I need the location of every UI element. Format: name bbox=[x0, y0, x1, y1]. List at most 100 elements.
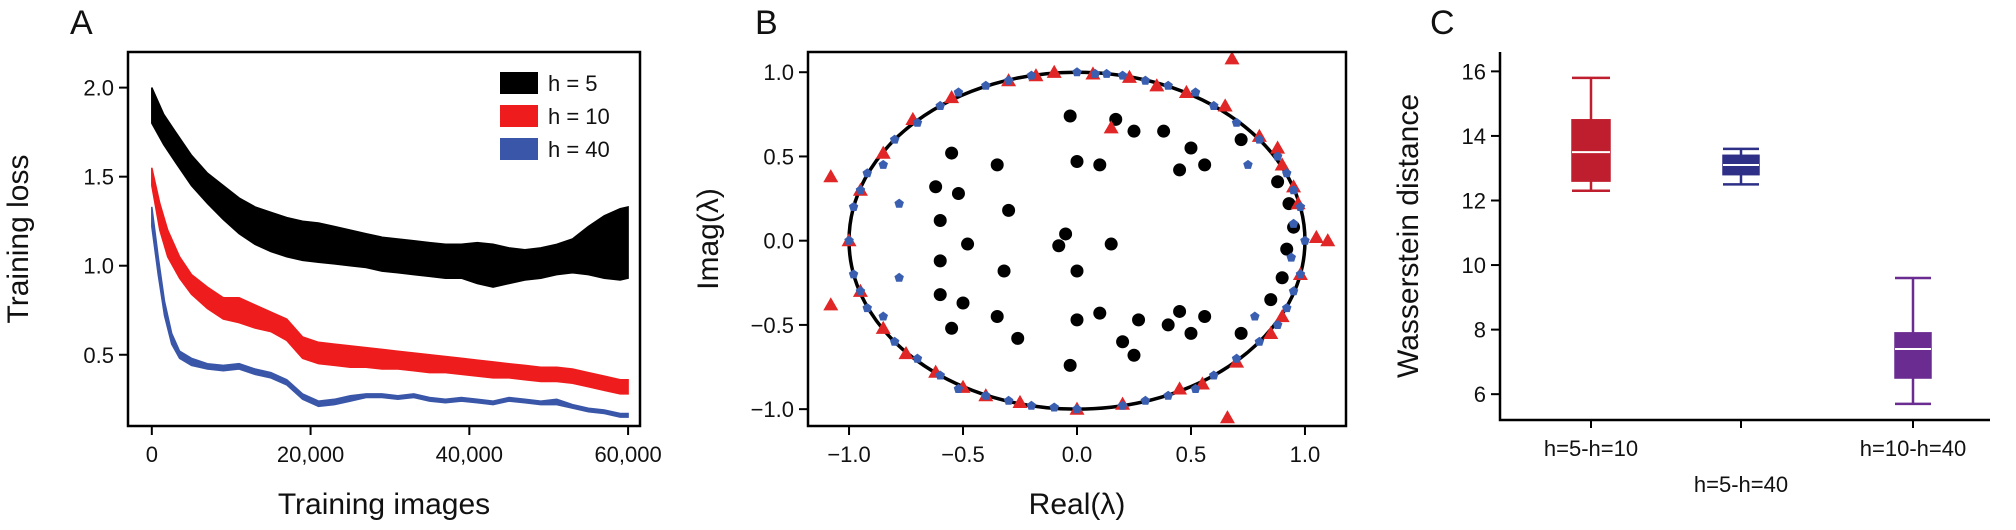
blue-pentagon-point bbox=[1163, 390, 1173, 400]
blue-pentagon-point bbox=[889, 134, 900, 144]
panel-b-x-ticks: −1.0 −0.5 0.0 0.5 1.0 bbox=[827, 426, 1320, 467]
blue-pentagon-point bbox=[935, 370, 945, 380]
loss-bands bbox=[151, 87, 629, 418]
blue-pentagon-point bbox=[862, 168, 872, 178]
blue-pentagon-point bbox=[1072, 67, 1082, 77]
blue-pentagon-point bbox=[848, 202, 859, 211]
x-tick-label: 0 bbox=[146, 442, 158, 467]
black-circle-point bbox=[1052, 239, 1066, 253]
panel-c-box-chart: C h=5-h=10 h=5-h=40 h=10-h=40 6 8 10 12 14 16 W… bbox=[1392, 4, 1990, 497]
blue-pentagon-point bbox=[889, 336, 900, 346]
black-circle-point bbox=[933, 288, 947, 302]
x-category-label: h=5-h=10 bbox=[1544, 436, 1638, 461]
panel-b-y-axis-label: Imag(λ) bbox=[692, 188, 725, 290]
blue-pentagon-point bbox=[1003, 395, 1014, 405]
legend-entry-1: h = 10 bbox=[548, 104, 610, 129]
blue-pentagon-point bbox=[1254, 336, 1265, 346]
black-circle-point bbox=[1116, 335, 1130, 349]
red-triangle-point bbox=[823, 169, 839, 183]
black-circle-point bbox=[1198, 158, 1212, 172]
panel-a-x-axis-label: Training images bbox=[278, 488, 490, 521]
red-triangle-point bbox=[1274, 157, 1290, 171]
red-triangle-point bbox=[1012, 394, 1028, 409]
blue-pentagon-point bbox=[862, 303, 872, 313]
legend-entry-2: h = 40 bbox=[548, 137, 610, 162]
blue-pentagon-point bbox=[1101, 68, 1112, 78]
y-tick-label: 0.5 bbox=[83, 343, 114, 368]
black-circle-point bbox=[1002, 203, 1016, 217]
red-triangle-point bbox=[1178, 84, 1194, 99]
blue-pentagon-point bbox=[1090, 68, 1100, 78]
black-circle-point bbox=[1157, 124, 1171, 138]
blue-pentagon-point bbox=[1288, 218, 1299, 228]
black-circle-point bbox=[1093, 306, 1107, 320]
y-tick-label: 0.0 bbox=[763, 229, 794, 254]
black-circle-point bbox=[951, 187, 965, 201]
red-triangle-point bbox=[1172, 381, 1188, 395]
panel-c-y-ticks: 6 8 10 12 14 16 bbox=[1462, 59, 1500, 407]
red-triangle-point bbox=[1263, 325, 1279, 339]
red-triangle-point bbox=[1103, 120, 1119, 134]
black-circle-point bbox=[929, 180, 943, 194]
red-triangle-point bbox=[1270, 140, 1286, 154]
blue-pentagon-point bbox=[981, 80, 991, 90]
blue-pentagon-point bbox=[953, 383, 964, 393]
blue-pentagon-point bbox=[981, 390, 991, 400]
x-tick-label: 40,000 bbox=[436, 442, 503, 467]
panel-a-loss-chart: A 0 20,000 40,000 60,000 0.5 1.0 1.5 2.0 h = 5… bbox=[2, 4, 662, 521]
blue-pentagon-point bbox=[1286, 252, 1296, 262]
loss-band-series-1 bbox=[151, 167, 629, 395]
panel-b-label: B bbox=[755, 4, 778, 42]
black-circle-point bbox=[1104, 237, 1118, 251]
legend-swatch-0 bbox=[500, 72, 538, 94]
blue-pentagon-point bbox=[912, 117, 923, 127]
blue-pentagon-point bbox=[1209, 370, 1219, 380]
black-circle-point bbox=[1275, 271, 1289, 285]
blue-pentagon-point bbox=[1140, 395, 1151, 405]
blue-pentagon-point bbox=[1026, 70, 1037, 80]
blue-pentagon-point bbox=[1117, 400, 1128, 410]
black-circle-point bbox=[1198, 309, 1212, 323]
y-tick-label: 12 bbox=[1462, 188, 1486, 213]
black-circle-point bbox=[1173, 304, 1187, 318]
panel-c-label: C bbox=[1430, 4, 1455, 42]
y-tick-label: 1.0 bbox=[83, 254, 114, 279]
panel-b-eigenvalue-chart: B −1.0 −0.5 0.0 0.5 1.0 −1.0 −0.5 0.0 0.5 1.0 Re… bbox=[692, 4, 1348, 521]
y-tick-label: 2.0 bbox=[83, 76, 114, 101]
black-circle-point bbox=[1280, 242, 1294, 256]
panel-c-y-axis-label: Wasserstein distance bbox=[1392, 94, 1425, 378]
blue-pentagon-point bbox=[1231, 353, 1242, 363]
panel-a-frame bbox=[126, 50, 642, 428]
y-tick-label: −0.5 bbox=[751, 313, 794, 338]
blue-pentagon-point bbox=[844, 235, 854, 245]
blue-pentagon-point bbox=[953, 87, 964, 97]
blue-pentagon-point bbox=[894, 272, 904, 282]
panel-a-y-axis-label: Training loss bbox=[2, 155, 35, 324]
blue-pentagon-point bbox=[1072, 404, 1082, 414]
blue-pentagon-point bbox=[1282, 303, 1292, 313]
blue-pentagon-point bbox=[1295, 202, 1306, 211]
black-circle-point bbox=[1070, 313, 1084, 327]
x-category-label: h=5-h=40 bbox=[1694, 472, 1788, 497]
y-tick-label: 16 bbox=[1462, 59, 1486, 84]
black-circle-point bbox=[990, 309, 1004, 323]
red-triangle-point bbox=[1308, 229, 1324, 243]
blue-pentagon-point bbox=[1026, 400, 1037, 410]
blue-pentagon-point bbox=[1003, 75, 1014, 85]
red-triangle-point bbox=[1121, 69, 1137, 83]
blue-pentagon-point bbox=[1140, 75, 1151, 85]
black-circle-point bbox=[990, 158, 1004, 172]
black-circle-point bbox=[1271, 175, 1285, 189]
black-circle-point bbox=[997, 264, 1011, 278]
black-circle-point bbox=[1070, 155, 1084, 169]
eigenvalue-points bbox=[823, 51, 1336, 424]
y-tick-label: 14 bbox=[1462, 124, 1486, 149]
blue-pentagon-point bbox=[1243, 159, 1253, 169]
x-category-label: h=10-h=40 bbox=[1860, 436, 1966, 461]
blue-pentagon-point bbox=[1282, 168, 1292, 178]
red-triangle-point bbox=[1046, 64, 1062, 78]
black-circle-point bbox=[1093, 158, 1107, 172]
black-circle-point bbox=[1161, 318, 1175, 332]
panel-a-y-ticks: 0.5 1.0 1.5 2.0 bbox=[83, 76, 128, 368]
